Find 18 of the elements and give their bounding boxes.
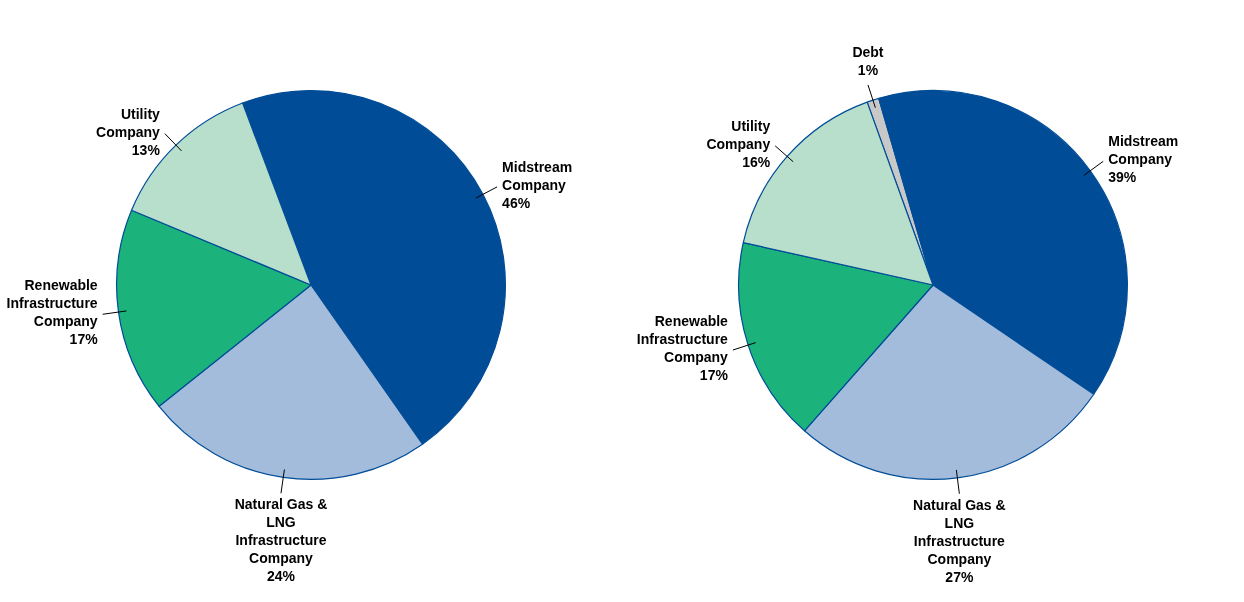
data-label: 27% bbox=[945, 568, 974, 585]
slice-label: Renewable Infrastructure Company bbox=[636, 312, 729, 365]
slice-label: Renewable Infrastructure Company bbox=[6, 277, 98, 330]
data-label: 1% bbox=[857, 61, 879, 78]
slice-label: Debt bbox=[852, 43, 884, 60]
slice-label: Midstream Company bbox=[502, 158, 573, 193]
data-label: 24% bbox=[266, 568, 296, 585]
slice-label: Utility Company bbox=[706, 117, 771, 152]
slice-label: Natural Gas & LNG Infrastructure Company bbox=[913, 496, 1006, 567]
data-label: 17% bbox=[699, 366, 729, 383]
data-label: 16% bbox=[742, 153, 771, 170]
slice-label: Natural Gas & LNG Infrastructure Company bbox=[234, 496, 328, 567]
slice-label: Midstream Company bbox=[1108, 133, 1179, 168]
slice-label: Utility Company bbox=[96, 105, 161, 140]
data-label: 39% bbox=[1108, 169, 1137, 186]
data-label: 17% bbox=[69, 331, 99, 348]
data-label: 13% bbox=[131, 141, 161, 158]
data-label: 46% bbox=[502, 194, 531, 211]
